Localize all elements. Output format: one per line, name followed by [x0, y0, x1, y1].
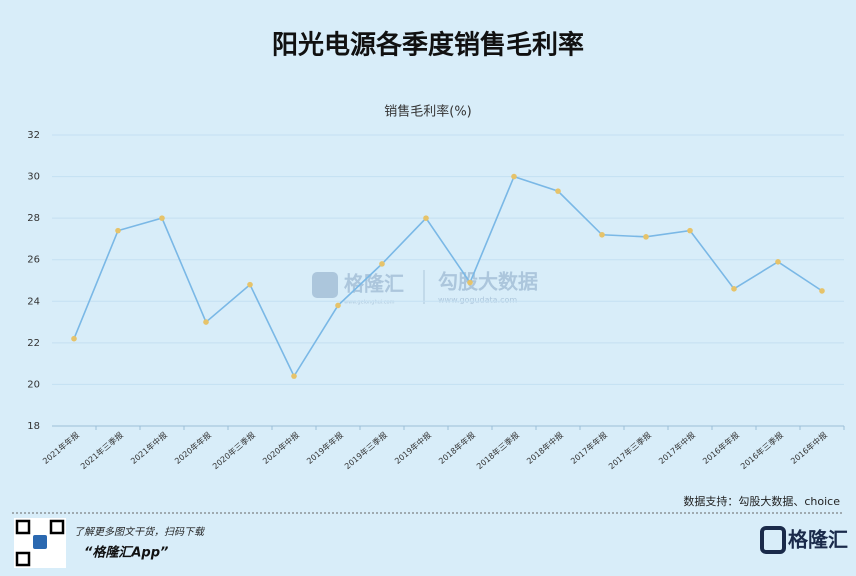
chart-title: 阳光电源各季度销售毛利率: [272, 30, 584, 61]
qr-code: [14, 518, 66, 568]
qr-finder: [15, 519, 31, 535]
point: [247, 281, 253, 288]
y-tick-label: 28: [27, 213, 40, 224]
source-note: 数据支持：勾股大数据、choice: [683, 494, 840, 508]
footer-app: “格隆汇App”: [84, 545, 168, 561]
point: [159, 215, 165, 221]
watermark-brand-url: www.gelonghui.com: [344, 300, 395, 306]
point: [775, 258, 781, 265]
footer-logo-icon: [760, 526, 786, 554]
watermark: 格隆汇 www.gelonghui.com 勾股大数据 www.gogudata…: [312, 270, 538, 306]
watermark-partner: 勾股大数据: [438, 270, 538, 294]
point: [555, 188, 561, 194]
qr-logo: [33, 535, 47, 549]
point: [335, 302, 341, 309]
point: [731, 286, 737, 292]
point: [71, 335, 77, 342]
chart-subtitle: 销售毛利率(%): [384, 104, 472, 120]
y-tick-label: 22: [27, 338, 40, 349]
point: [203, 319, 209, 325]
point: [687, 227, 693, 234]
point: [643, 234, 649, 240]
watermark-partner-url: www.gogudata.com: [438, 296, 517, 305]
y-tick-label: 26: [27, 255, 40, 266]
y-tick-label: 24: [27, 296, 40, 307]
footer-logo: 格隆汇: [788, 528, 848, 552]
qr-finder: [49, 519, 65, 535]
y-tick-label: 32: [27, 130, 40, 141]
y-tick-label: 18: [27, 421, 40, 432]
point: [467, 279, 473, 286]
footer-tagline: 了解更多图文干货，扫码下载: [74, 526, 206, 538]
point: [423, 215, 429, 221]
watermark-icon: [312, 272, 338, 298]
point: [599, 231, 605, 238]
qr-finder: [15, 551, 31, 567]
point: [511, 173, 517, 180]
point: [115, 227, 121, 234]
watermark-brand: 格隆汇: [344, 272, 404, 296]
point: [291, 373, 297, 379]
line: [73, 175, 823, 378]
y-tick-label: 30: [27, 172, 40, 183]
y-tick-label: 20: [27, 379, 40, 390]
point: [819, 288, 825, 294]
point: [379, 261, 385, 267]
